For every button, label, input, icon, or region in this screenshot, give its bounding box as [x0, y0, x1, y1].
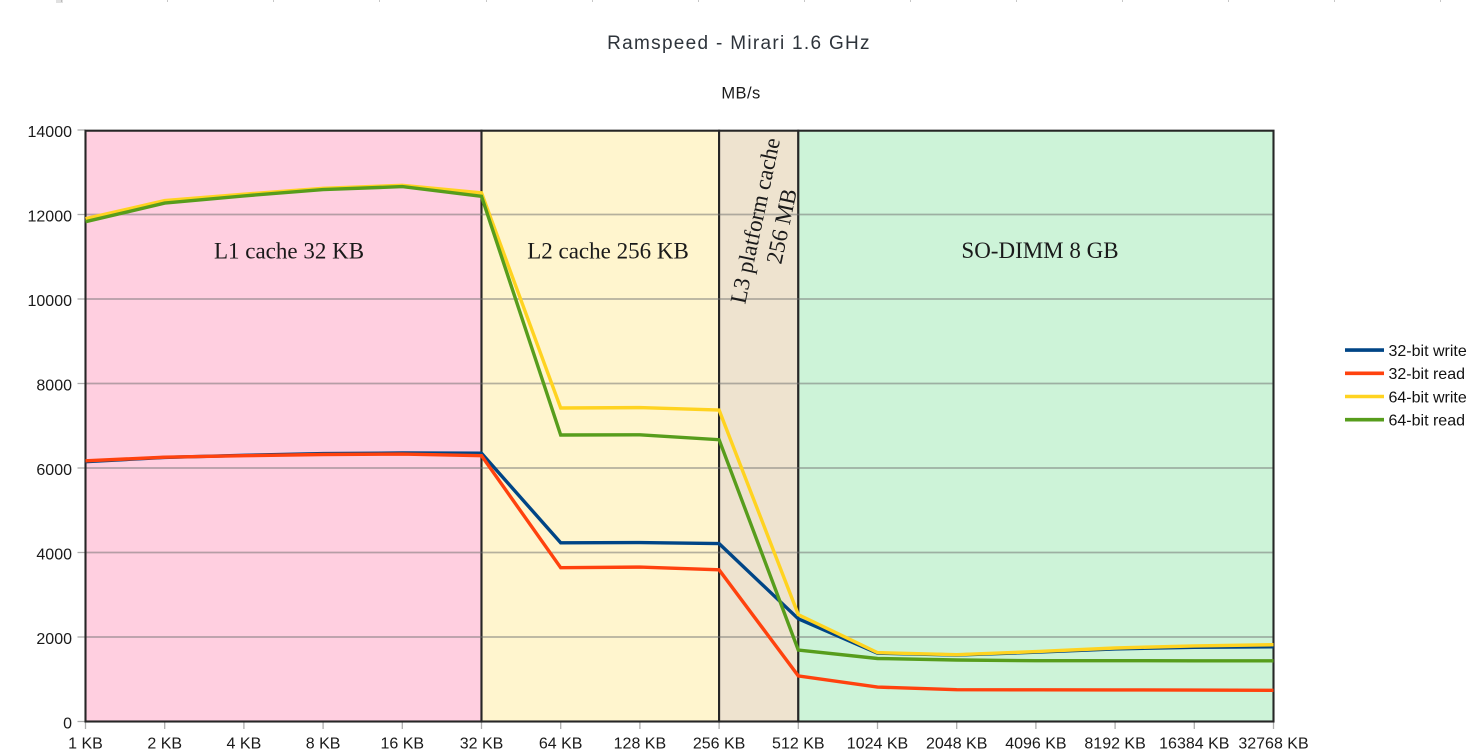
svg-text:16 KB: 16 KB: [381, 736, 425, 753]
svg-text:2 KB: 2 KB: [147, 736, 182, 753]
svg-text:L2 cache 256 KB: L2 cache 256 KB: [527, 239, 689, 264]
svg-text:32 KB: 32 KB: [460, 736, 504, 753]
svg-text:0: 0: [63, 715, 72, 732]
svg-text:128 KB: 128 KB: [614, 736, 666, 753]
svg-text:4000: 4000: [36, 546, 72, 563]
svg-text:16384 KB: 16384 KB: [1159, 736, 1229, 753]
svg-text:14000: 14000: [28, 124, 73, 141]
svg-text:SO-DIMM 8 GB: SO-DIMM 8 GB: [961, 238, 1118, 263]
svg-text:1 KB: 1 KB: [68, 736, 103, 753]
svg-text:12000: 12000: [28, 208, 73, 225]
svg-text:8 KB: 8 KB: [306, 736, 341, 753]
svg-text:512 KB: 512 KB: [772, 736, 824, 753]
svg-text:4 KB: 4 KB: [227, 736, 262, 753]
svg-text:2000: 2000: [36, 631, 72, 648]
svg-text:L1 cache 32 KB: L1 cache 32 KB: [214, 239, 364, 264]
svg-text:64-bit read: 64-bit read: [1389, 413, 1466, 430]
svg-text:64-bit write: 64-bit write: [1389, 389, 1467, 406]
svg-text:Ramspeed - Mirari 1.6 GHz: Ramspeed - Mirari 1.6 GHz: [607, 33, 871, 54]
svg-text:64 KB: 64 KB: [539, 736, 583, 753]
svg-text:8192 KB: 8192 KB: [1084, 736, 1145, 753]
svg-text:MB/s: MB/s: [721, 84, 760, 102]
svg-text:32768 KB: 32768 KB: [1238, 736, 1308, 753]
svg-text:4096 KB: 4096 KB: [1005, 736, 1066, 753]
svg-text:1024 KB: 1024 KB: [847, 736, 908, 753]
svg-text:8000: 8000: [36, 377, 72, 394]
svg-text:256 KB: 256 KB: [693, 736, 745, 753]
svg-text:6000: 6000: [36, 462, 72, 479]
svg-text:10000: 10000: [28, 293, 73, 310]
svg-text:32-bit write: 32-bit write: [1389, 343, 1467, 360]
svg-text:32-bit read: 32-bit read: [1389, 366, 1466, 383]
svg-text:2048 KB: 2048 KB: [926, 736, 987, 753]
